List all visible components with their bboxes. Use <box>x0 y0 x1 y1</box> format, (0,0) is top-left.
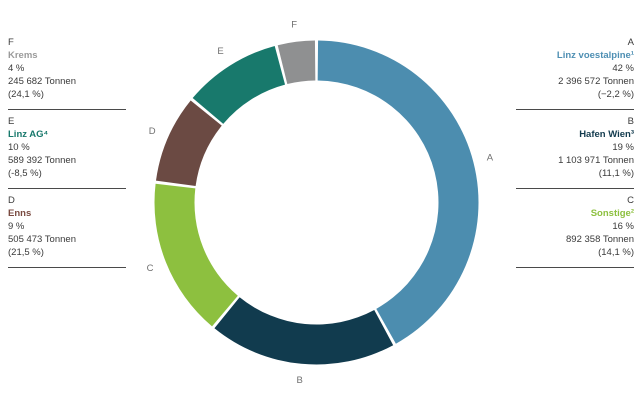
legend-block-a: A Linz voestalpine¹ 42 % 2 396 572 Tonne… <box>516 36 634 101</box>
percent-value: 16 % <box>612 221 634 232</box>
change-value: (24,1 %) <box>8 89 44 100</box>
legend-letter: A <box>627 37 634 48</box>
port-name: Linz voestalpine¹ <box>556 50 634 61</box>
port-name: Hafen Wien³ <box>579 129 634 140</box>
port-name: Krems <box>8 50 38 61</box>
change-value: (21,5 %) <box>8 247 44 258</box>
divider <box>516 267 634 268</box>
segment-label-A: A <box>487 153 494 164</box>
tonnage-value: 2 396 572 Tonnen <box>558 76 634 87</box>
divider <box>8 188 126 189</box>
tonnage-value: 505 473 Tonnen <box>8 234 76 245</box>
change-value: (−2,2 %) <box>597 89 634 100</box>
donut-segment-B <box>214 297 394 365</box>
donut-segment-A <box>317 40 479 344</box>
legend-right-column: A Linz voestalpine¹ 42 % 2 396 572 Tonne… <box>516 36 634 273</box>
change-value: (11,1 %) <box>598 168 634 179</box>
change-value: (14,1 %) <box>598 247 634 258</box>
legend-block-f: F Krems 4 % 245 682 Tonnen (24,1 %) <box>8 36 126 101</box>
segment-label-E: E <box>217 46 223 57</box>
port-name: Sonstige² <box>590 208 634 219</box>
tonnage-value: 589 392 Tonnen <box>8 155 76 166</box>
percent-value: 4 % <box>8 63 25 74</box>
donut-segment-E <box>192 45 286 124</box>
legend-block-c: C Sonstige² 16 % 892 358 Tonnen (14,1 %) <box>516 194 634 259</box>
legend-block-d: D Enns 9 % 505 473 Tonnen (21,5 %) <box>8 194 126 259</box>
legend-block-b: B Hafen Wien³ 19 % 1 103 971 Tonnen (11,… <box>516 115 634 180</box>
legend-letter: C <box>627 195 634 206</box>
tonnage-value: 245 682 Tonnen <box>8 76 76 87</box>
legend-letter: F <box>8 37 14 48</box>
tonnage-value: 1 103 971 Tonnen <box>558 155 634 166</box>
percent-value: 9 % <box>8 221 25 232</box>
legend-letter: B <box>627 116 634 127</box>
divider <box>8 267 126 268</box>
divider <box>516 109 634 110</box>
divider <box>516 188 634 189</box>
segment-label-C: C <box>147 263 154 274</box>
legend-block-e: E Linz AG⁴ 10 % 589 392 Tonnen (-8,5 %) <box>8 115 126 180</box>
percent-value: 10 % <box>8 142 30 153</box>
divider <box>8 109 126 110</box>
donut-segment-F <box>277 40 316 85</box>
legend-letter: E <box>8 116 15 127</box>
percent-value: 42 % <box>612 63 634 74</box>
port-name: Enns <box>8 208 32 219</box>
legend-letter: D <box>8 195 15 206</box>
donut-segment-D <box>155 100 222 187</box>
tonnage-value: 892 358 Tonnen <box>566 234 634 245</box>
change-value: (-8,5 %) <box>8 168 42 179</box>
segment-label-B: B <box>297 375 303 386</box>
segment-label-D: D <box>149 126 156 137</box>
donut-segment-C <box>154 183 238 327</box>
port-name: Linz AG⁴ <box>8 129 49 140</box>
percent-value: 19 % <box>612 142 634 153</box>
segment-label-F: F <box>291 19 297 30</box>
legend-left-column: F Krems 4 % 245 682 Tonnen (24,1 %) E Li… <box>8 36 126 273</box>
